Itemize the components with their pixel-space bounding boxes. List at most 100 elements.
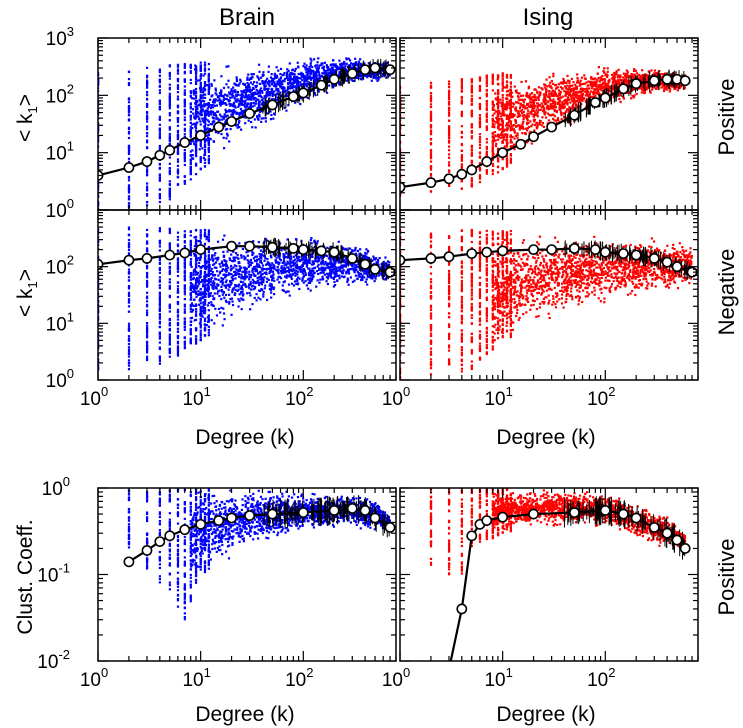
scatter-point <box>250 92 253 96</box>
scatter-point <box>584 77 587 80</box>
scatter-point <box>581 82 584 86</box>
scatter-point <box>553 90 556 93</box>
scatter-point <box>235 95 238 98</box>
scatter-point <box>478 177 482 180</box>
scatter-point <box>158 144 162 148</box>
scatter-point <box>566 92 570 95</box>
scatter-point <box>183 93 186 96</box>
scatter-point <box>194 162 198 165</box>
scatter-point <box>317 67 320 70</box>
scatter-point <box>491 132 494 135</box>
scatter-point <box>478 138 482 141</box>
scatter-point <box>491 79 494 82</box>
scatter-point <box>507 114 510 117</box>
scatter-point <box>300 85 303 88</box>
scatter-point <box>327 74 330 77</box>
scatter-point <box>536 105 539 108</box>
scatter-point <box>127 108 131 111</box>
scatter-point <box>447 109 451 112</box>
scatter-point <box>168 99 171 102</box>
scatter-point <box>447 86 451 89</box>
scatter-point <box>309 62 312 65</box>
scatter-point <box>243 91 246 94</box>
scatter-point <box>447 129 451 132</box>
scatter-point <box>278 93 281 96</box>
scatter-point <box>521 94 525 97</box>
scatter-point <box>201 117 204 120</box>
scatter-point <box>199 96 202 99</box>
scatter-point <box>491 114 494 117</box>
scatter-point <box>194 129 198 132</box>
scatter-point <box>460 143 464 147</box>
scatter-point <box>258 100 262 103</box>
scatter-point <box>447 125 451 128</box>
scatter-point <box>624 75 627 78</box>
scatter-point <box>205 112 208 115</box>
scatter-point <box>225 109 228 113</box>
scatter-point <box>536 111 539 114</box>
scatter-point <box>335 68 339 71</box>
scatter-point <box>522 127 525 130</box>
scatter-point <box>501 114 504 117</box>
scatter-point <box>570 95 573 98</box>
scatter-point <box>199 77 202 80</box>
scatter-point <box>278 79 282 82</box>
scatter-point <box>562 116 566 119</box>
scatter-point <box>608 86 611 90</box>
scatter-point <box>203 72 207 75</box>
scatter-point <box>158 136 162 140</box>
scatter-point <box>316 69 319 72</box>
scatter-point <box>631 94 634 98</box>
scatter-point <box>571 89 574 92</box>
scatter-point <box>224 119 228 122</box>
scatter-point <box>485 112 488 115</box>
scatter-point <box>470 129 473 133</box>
scatter-point <box>145 90 149 94</box>
scatter-point <box>265 94 268 97</box>
scatter-point <box>311 69 315 72</box>
scatter-point <box>460 110 464 113</box>
scatter-point <box>565 87 568 90</box>
scatter-point <box>574 87 577 91</box>
scatter-point <box>568 106 571 109</box>
scatter-point <box>537 108 541 112</box>
scatter-point <box>478 76 482 79</box>
scatter-point <box>555 110 559 113</box>
scatter-point <box>447 156 451 159</box>
scatter-point <box>612 80 615 83</box>
scatter-point <box>447 89 451 92</box>
scatter-point <box>642 74 645 77</box>
scatter-point <box>312 58 316 61</box>
scatter-point <box>611 91 614 94</box>
scatter-point <box>183 92 186 95</box>
scatter-point <box>145 94 149 97</box>
scatter-point <box>478 151 482 154</box>
scatter-point <box>198 79 201 82</box>
scatter-point <box>535 109 538 112</box>
scatter-point <box>626 79 629 82</box>
scatter-point <box>478 97 482 100</box>
scatter-point <box>522 106 525 109</box>
scatter-point <box>447 91 451 94</box>
scatter-point <box>534 98 538 102</box>
scatter-point <box>296 61 299 64</box>
scatter-point <box>266 93 269 96</box>
scatter-point <box>496 102 499 105</box>
plot-area <box>400 66 691 197</box>
scatter-point <box>560 112 563 115</box>
scatter-point <box>236 123 240 126</box>
scatter-point <box>209 122 212 126</box>
scatter-point <box>194 72 198 75</box>
scatter-point <box>372 76 375 80</box>
scatter-point <box>557 89 561 92</box>
scatter-point <box>279 72 282 76</box>
scatter-point <box>194 99 198 102</box>
scatter-point <box>254 126 257 129</box>
scatter-point <box>551 99 555 103</box>
scatter-point <box>511 135 514 139</box>
scatter-point <box>216 110 220 113</box>
scatter-point <box>218 113 222 116</box>
scatter-point <box>470 103 473 106</box>
scatter-point <box>501 124 504 127</box>
scatter-point <box>249 81 253 84</box>
